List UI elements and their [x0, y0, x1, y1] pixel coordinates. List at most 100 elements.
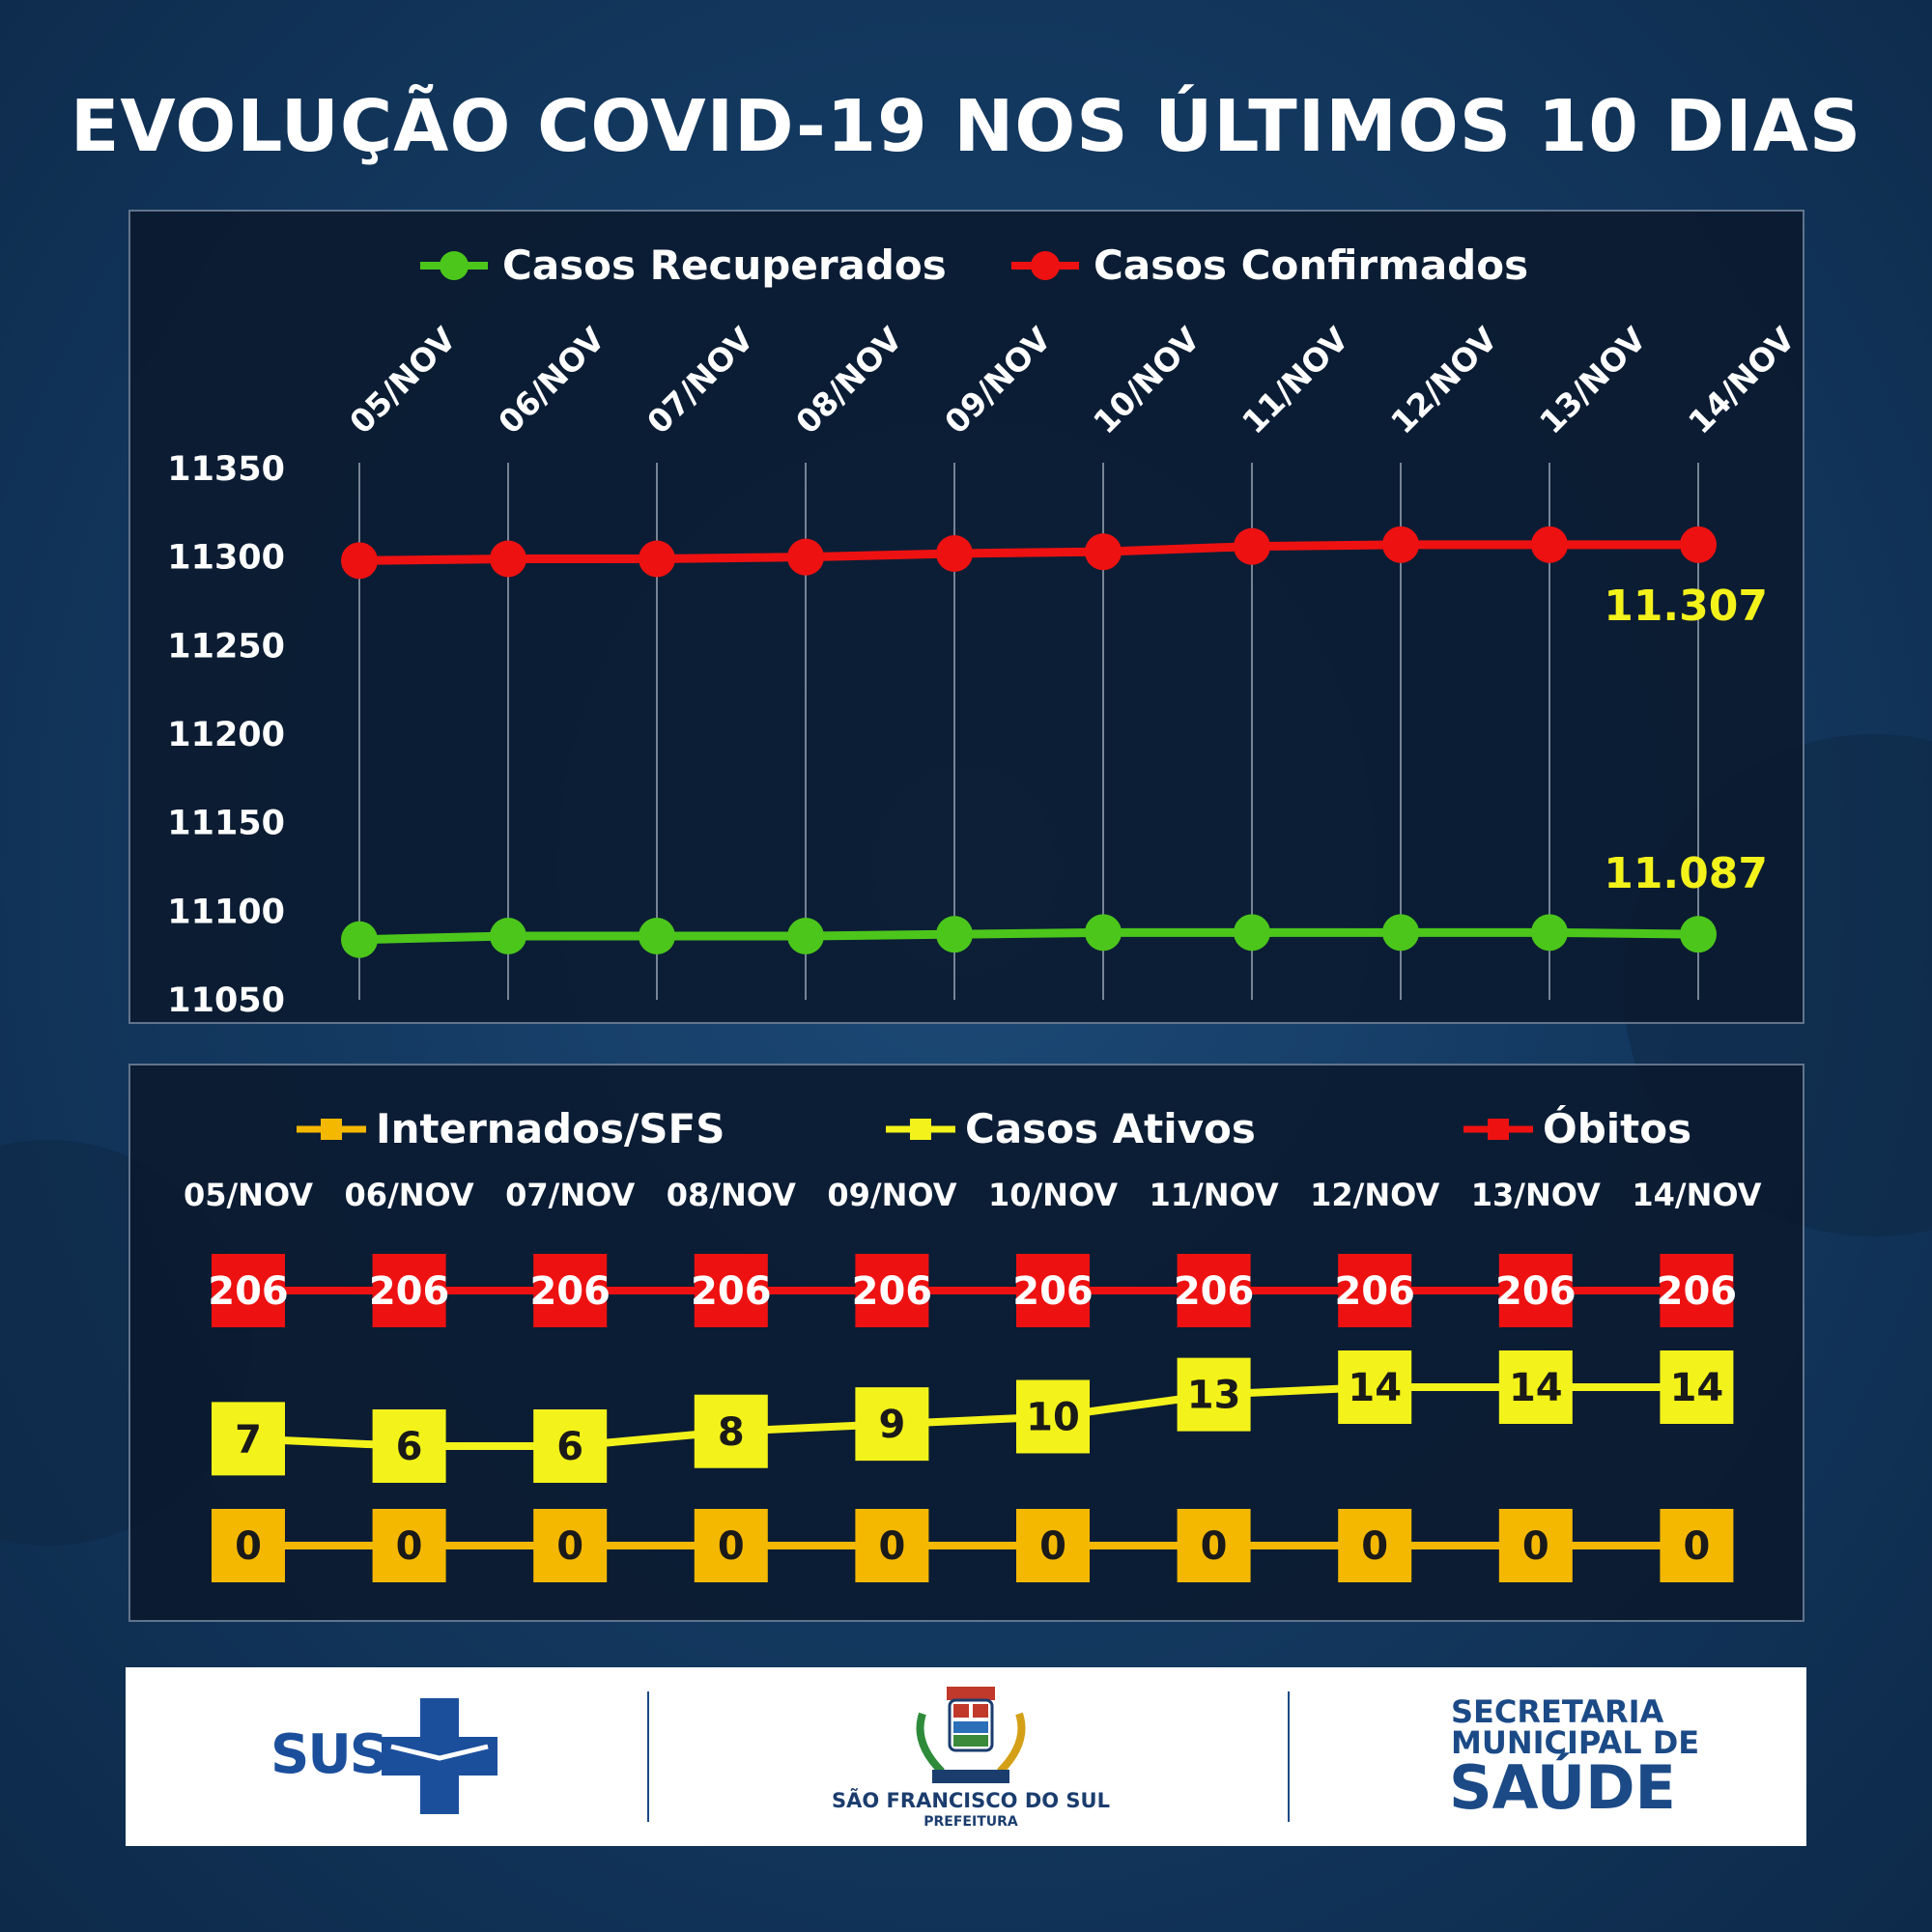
- x-tick-label: 06/NOV: [491, 320, 612, 441]
- ativos-data-box: [855, 1387, 929, 1462]
- recovered-data-point: [490, 918, 526, 954]
- ativos-data-box: [1498, 1350, 1573, 1424]
- secretaria-line1: SECRETARIA: [1451, 1693, 1664, 1730]
- y-tick-label: 11350: [167, 450, 285, 489]
- obitos-data-label: 206: [852, 1269, 933, 1314]
- legend-internados-label: Internados/SFS: [376, 1105, 725, 1152]
- internados-data-label: 0: [1361, 1524, 1388, 1569]
- recovered-data-point: [1531, 914, 1568, 952]
- internados-data-label: 0: [235, 1524, 262, 1569]
- obitos-data-label: 206: [1657, 1269, 1738, 1314]
- footer-divider: [647, 1691, 649, 1822]
- x-tick-label: 10/NOV: [1086, 320, 1208, 441]
- city-crest-icon: [916, 1687, 1026, 1783]
- x-tick-label: 13/NOV: [1471, 1177, 1601, 1213]
- x-tick-label: 12/NOV: [1310, 1177, 1439, 1213]
- internados-data-label: 0: [878, 1524, 905, 1569]
- x-tick-label: 06/NOV: [345, 1177, 474, 1213]
- confirmed-last-value-label: 11.307: [1604, 582, 1768, 631]
- confirmed-data-point: [1085, 533, 1122, 571]
- internados-data-label: 0: [556, 1524, 583, 1569]
- y-tick-label: 11300: [167, 539, 285, 578]
- internados-data-box: [1338, 1509, 1412, 1582]
- internados-data-box: [1660, 1509, 1734, 1582]
- y-tick-label: 11200: [167, 716, 285, 754]
- x-tick-label: 08/NOV: [788, 320, 910, 441]
- recovered-data-point: [787, 918, 824, 954]
- confirmed-data-point: [1234, 527, 1270, 565]
- secretaria-line2: MUNICIPAL DE: [1451, 1724, 1700, 1761]
- obitos-data-box: [372, 1254, 446, 1327]
- y-tick-label: 11150: [167, 805, 285, 843]
- internados-data-box: [212, 1509, 285, 1582]
- y-tick-label: 11100: [167, 893, 285, 931]
- recovered-data-point: [341, 921, 378, 958]
- legend-confirmed-marker: [1031, 251, 1060, 280]
- footer-divider: [1288, 1691, 1290, 1822]
- y-tick-label: 11250: [167, 627, 285, 666]
- obitos-data-box: [855, 1254, 929, 1327]
- recovered-last-value-label: 11.087: [1604, 849, 1768, 898]
- x-tick-label: 12/NOV: [1383, 320, 1505, 441]
- x-tick-label: 05/NOV: [342, 320, 464, 441]
- legend-recovered-marker: [440, 251, 469, 280]
- confirmed-data-point: [341, 542, 378, 580]
- ativos-data-label: 9: [878, 1403, 905, 1447]
- legend-obitos-label: Óbitos: [1543, 1104, 1691, 1152]
- confirmed-recovered-chart: Casos Recuperados Casos Confirmados 05/NOV…: [167, 242, 1803, 1020]
- obitos-data-label: 206: [1495, 1269, 1577, 1314]
- obitos-data-box: [1498, 1254, 1573, 1327]
- ativos-data-label: 7: [235, 1417, 262, 1462]
- obitos-data-box: [533, 1254, 608, 1327]
- x-tick-label: 08/NOV: [667, 1177, 796, 1213]
- internados-data-box: [533, 1509, 608, 1582]
- ativos-data-label: 8: [718, 1410, 745, 1455]
- ativos-data-label: 6: [556, 1425, 583, 1469]
- ativos-data-label: 6: [396, 1425, 423, 1469]
- x-tick-label: 11/NOV: [1150, 1177, 1279, 1213]
- internados-data-box: [1498, 1509, 1573, 1582]
- internados-data-box: [1177, 1509, 1251, 1582]
- confirmed-data-point: [639, 540, 675, 578]
- legend-ativos-marker: [910, 1119, 931, 1140]
- legend-obitos-marker: [1488, 1119, 1509, 1140]
- x-tick-label: 07/NOV: [505, 1177, 635, 1213]
- ativos-data-label: 14: [1348, 1366, 1402, 1410]
- recovered-data-point: [1680, 916, 1717, 953]
- internados-data-box: [1016, 1509, 1090, 1582]
- x-tick-label: 10/NOV: [988, 1177, 1118, 1213]
- page-title: EVOLUÇÃO COVID-19 NOS ÚLTIMOS 10 DIAS: [70, 85, 1862, 168]
- x-tick-label: 07/NOV: [639, 320, 761, 441]
- confirmed-series-line: [358, 540, 1698, 565]
- recovered-data-point: [936, 916, 973, 953]
- ativos-data-label: 14: [1670, 1366, 1724, 1410]
- sus-cross-icon: [382, 1698, 497, 1814]
- recovered-series-line: [358, 927, 1699, 945]
- ativos-data-box: [694, 1394, 768, 1468]
- obitos-data-box: [1016, 1254, 1090, 1327]
- ativos-data-box: [1338, 1350, 1412, 1424]
- internados-data-box: [372, 1509, 446, 1582]
- internados-data-label: 0: [396, 1524, 423, 1569]
- obitos-data-label: 206: [1012, 1269, 1094, 1314]
- legend-internados-marker: [321, 1119, 342, 1140]
- confirmed-data-point: [787, 538, 824, 576]
- legend-confirmed-label: Casos Confirmados: [1094, 242, 1528, 289]
- ativos-data-box: [372, 1409, 446, 1483]
- prefeitura-label: PREFEITURA: [923, 1814, 1018, 1830]
- internados-data-box: [694, 1509, 768, 1582]
- ativos-data-label: 14: [1509, 1366, 1563, 1410]
- ativos-data-box: [1016, 1379, 1090, 1454]
- x-tick-label: 11/NOV: [1235, 320, 1356, 441]
- obitos-data-box: [1338, 1254, 1412, 1327]
- legend-ativos-label: Casos Ativos: [965, 1105, 1256, 1152]
- obitos-data-label: 206: [529, 1269, 611, 1314]
- obitos-data-box: [694, 1254, 768, 1327]
- ativos-series-line: [247, 1383, 1697, 1450]
- internados-data-label: 0: [1683, 1524, 1710, 1569]
- ativos-data-box: [533, 1409, 608, 1483]
- obitos-data-box: [1660, 1254, 1734, 1327]
- footer-logos: SUS SÃO FRANCISCO DO SUL PREFEITURA: [126, 1667, 1806, 1846]
